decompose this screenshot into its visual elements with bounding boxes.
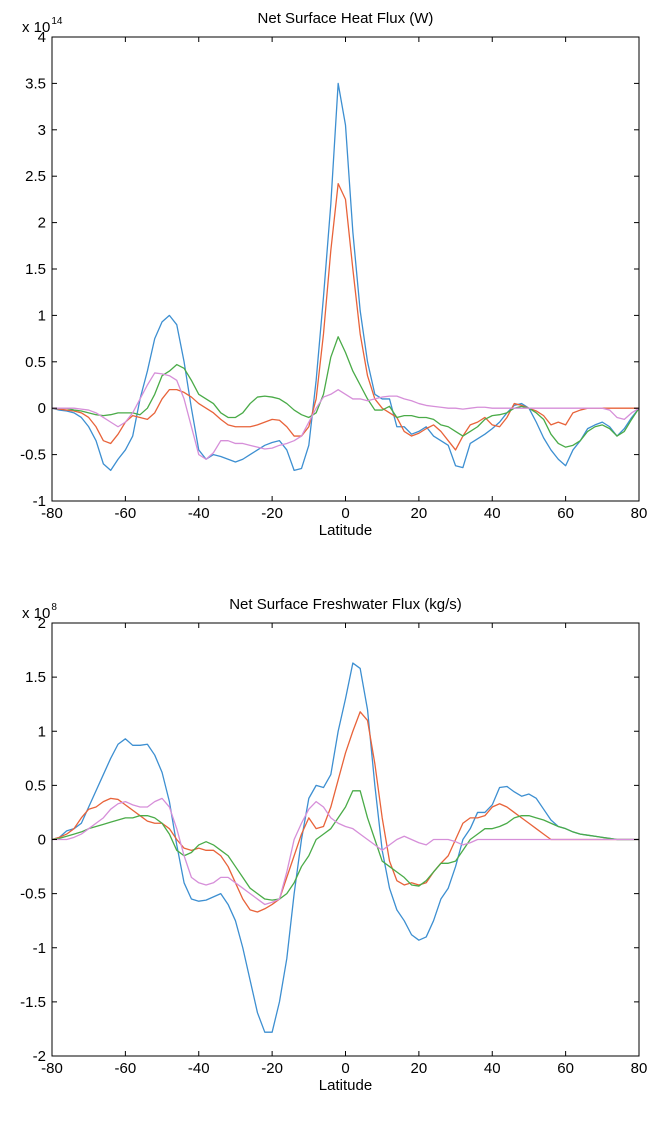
freshwater-y-tick-label: -1.5	[20, 994, 46, 1011]
heat-y-tick-label: 1	[38, 307, 46, 324]
freshwater-x-tick-label: -80	[41, 1060, 63, 1077]
heat-exponent-power: 14	[51, 16, 63, 27]
freshwater-x-tick-label: 80	[631, 1060, 648, 1077]
heat-x-tick-label: 0	[341, 505, 349, 522]
freshwater-exponent-label: x 108	[22, 602, 57, 622]
heat-series-line-3	[52, 336, 640, 448]
heat-x-tick-label: 80	[631, 505, 648, 522]
freshwater-x-tick-label: 0	[341, 1060, 349, 1077]
freshwater-flux-chart-panel: Net Surface Freshwater Flux (kg/s) x 108 -…	[0, 566, 652, 1133]
heat-y-tick-label: 3.5	[25, 75, 46, 92]
freshwater-y-tick-label: 0	[38, 832, 46, 849]
heat-x-tick-label: -40	[188, 505, 210, 522]
freshwater-x-tick-label: -60	[115, 1060, 137, 1077]
freshwater-x-tick-label: -20	[261, 1060, 283, 1077]
heat-y-tick-label: 2	[38, 215, 46, 232]
heat-x-tick-label: 40	[484, 505, 501, 522]
freshwater-y-tick-label: 2	[38, 615, 46, 632]
freshwater-x-tick-label: 20	[411, 1060, 428, 1077]
heat-series-line-1	[51, 82, 640, 472]
freshwater-series-line-4	[52, 797, 639, 906]
freshwater-x-tick-label: 60	[557, 1060, 574, 1077]
freshwater-x-tick-label: -40	[188, 1060, 210, 1077]
heat-x-tick-label: 20	[411, 505, 428, 522]
freshwater-flux-chart: Net Surface Freshwater Flux (kg/s) x 108 -…	[20, 596, 648, 1094]
freshwater-exponent-prefix: x 10	[22, 605, 50, 622]
heat-series-line-4	[52, 372, 640, 460]
heat-y-tick-label: 4	[38, 29, 46, 46]
freshwater-y-tick-label: 0.5	[25, 777, 46, 794]
heat-y-tick-label: 0.5	[25, 354, 46, 371]
heat-x-tick-label: -80	[41, 505, 63, 522]
freshwater-exponent-power: 8	[51, 602, 57, 613]
freshwater-x-axis-label: Latitude	[319, 1077, 372, 1094]
heat-flux-chart-panel: Net Surface Heat Flux (W) x 1014 -80 -60 -40…	[0, 0, 652, 560]
heat-y-tick-label: 0	[38, 400, 46, 417]
heat-plot-frame	[51, 36, 640, 502]
heat-chart-title: Net Surface Heat Flux (W)	[258, 10, 434, 27]
freshwater-series-line-2	[51, 711, 639, 913]
freshwater-y-tick-label: 1	[38, 723, 46, 740]
heat-series-line-2	[51, 182, 639, 451]
heat-x-tick-label: 60	[557, 505, 574, 522]
freshwater-y-tick-label: -2	[33, 1048, 46, 1065]
heat-flux-chart: Net Surface Heat Flux (W)x 1014-80 -60 -40…	[20, 10, 648, 539]
heat-x-axis-label: Latitude	[319, 522, 372, 539]
freshwater-y-tick-label: -0.5	[20, 886, 46, 903]
freshwater-x-tick-label: 40	[484, 1060, 501, 1077]
freshwater-chart-title: Net Surface Freshwater Flux (kg/s)	[229, 596, 462, 613]
heat-y-tick-label: -0.5	[20, 447, 46, 464]
heat-exponent-label: x 1014	[22, 16, 63, 36]
heat-x-tick-label: -60	[115, 505, 137, 522]
heat-exponent-prefix: x 10	[22, 19, 50, 36]
heat-y-tick-label: -1	[33, 493, 46, 510]
freshwater-series-line-3	[51, 790, 639, 901]
heat-y-tick-label: 3	[38, 122, 46, 139]
heat-y-tick-label: 2.5	[25, 168, 46, 185]
heat-y-tick-label: 1.5	[25, 261, 46, 278]
freshwater-y-tick-label: -1	[33, 940, 46, 957]
heat-x-tick-label: -20	[261, 505, 283, 522]
freshwater-y-tick-label: 1.5	[25, 669, 46, 686]
freshwater-series-line-1	[51, 662, 639, 1033]
